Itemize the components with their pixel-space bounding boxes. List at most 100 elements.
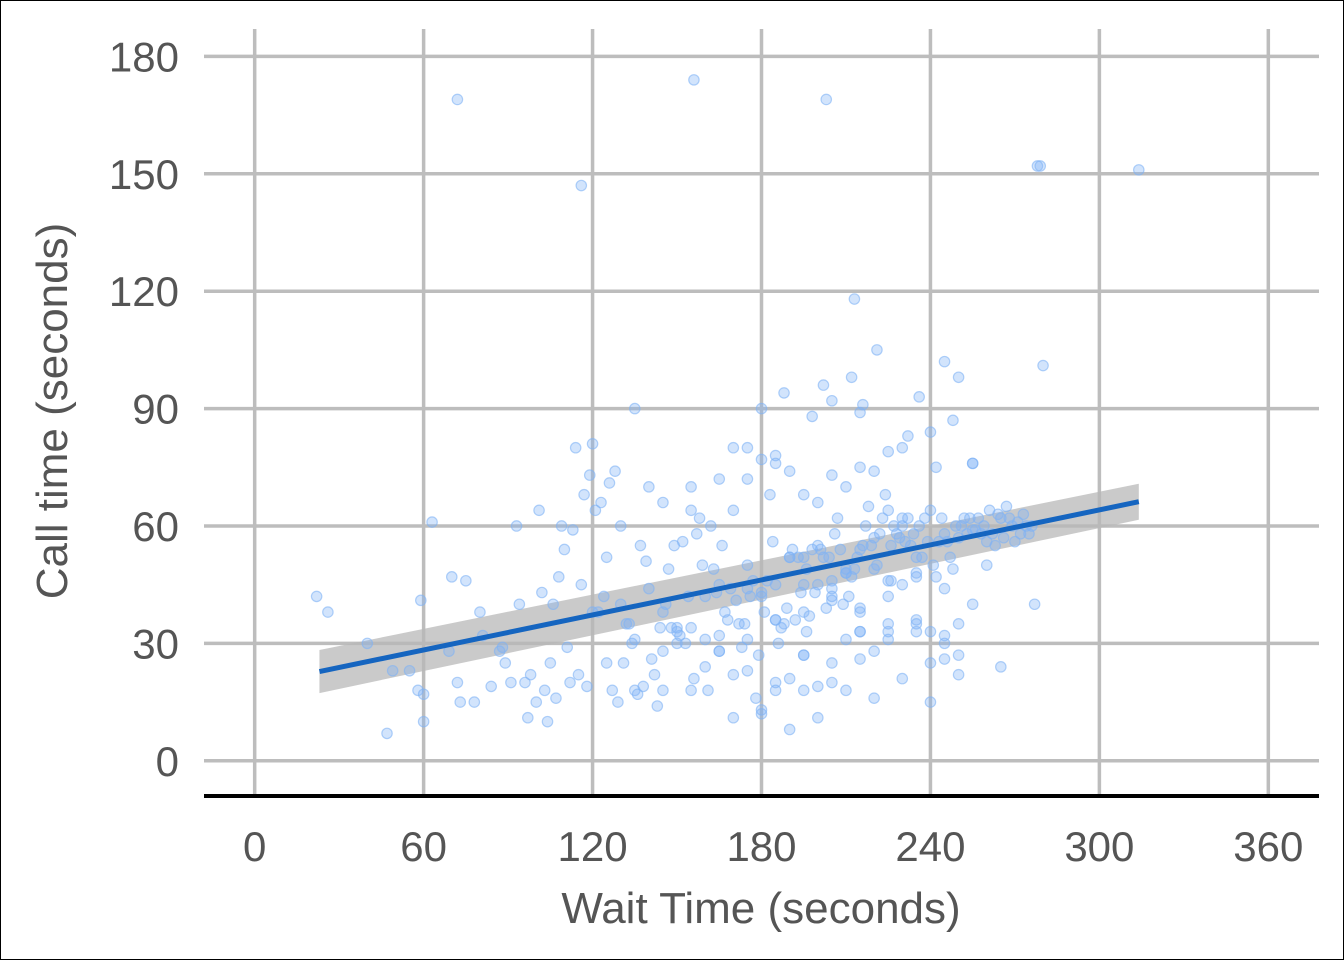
data-point — [924, 504, 937, 517]
data-point — [800, 625, 813, 638]
data-point — [842, 590, 855, 603]
data-point — [913, 520, 925, 532]
data-point — [685, 504, 697, 517]
data-point — [451, 93, 464, 106]
y-tick-label: 180 — [109, 33, 179, 80]
data-point — [882, 590, 895, 603]
data-point — [826, 394, 838, 407]
data-point — [854, 406, 866, 419]
data-point — [868, 465, 880, 477]
data-point — [606, 684, 619, 697]
data-point — [834, 543, 847, 556]
data-point — [859, 520, 872, 532]
data-point — [862, 500, 875, 513]
data-point — [964, 512, 976, 524]
data-point — [322, 606, 334, 618]
data-point — [741, 633, 754, 646]
data-point — [564, 676, 576, 689]
data-point — [797, 578, 810, 591]
data-point — [468, 696, 481, 708]
data-point — [783, 465, 796, 477]
data-point — [558, 543, 571, 556]
x-tick-labels: 0 60 120 180 240 300 360 — [243, 823, 1303, 870]
data-point — [750, 692, 762, 704]
data-point — [848, 293, 861, 305]
data-point — [755, 704, 768, 716]
data-point — [586, 438, 599, 450]
data-point — [817, 379, 830, 391]
data-point — [947, 414, 959, 427]
data-point — [538, 684, 551, 697]
data-point — [623, 618, 635, 630]
y-axis-title: Call time (seconds) — [28, 223, 77, 600]
x-tick-label: 120 — [558, 823, 628, 870]
data-point — [812, 496, 824, 509]
x-tick-label: 240 — [895, 823, 965, 870]
data-point — [952, 618, 965, 630]
data-point — [727, 504, 740, 517]
data-point — [868, 692, 880, 704]
fit-line — [318, 499, 1140, 675]
data-point — [882, 625, 895, 638]
data-point — [688, 672, 700, 685]
data-point — [685, 481, 697, 493]
data-point — [797, 606, 810, 618]
data-point — [797, 488, 810, 501]
data-point — [769, 614, 782, 626]
data-point — [583, 469, 596, 481]
data-point — [910, 625, 923, 638]
data-point — [547, 598, 559, 611]
data-point — [910, 571, 923, 583]
data-point — [657, 645, 669, 658]
data-point — [474, 606, 486, 618]
data-point — [927, 559, 940, 571]
data-point — [643, 481, 655, 493]
data-point — [885, 539, 897, 552]
y-tick-label: 60 — [132, 503, 179, 550]
data-point — [882, 574, 895, 587]
data-point — [868, 531, 880, 544]
data-point — [1028, 598, 1041, 611]
data-point — [721, 614, 734, 626]
data-point — [947, 563, 959, 575]
data-point — [826, 590, 838, 603]
data-point — [631, 688, 644, 701]
data-point — [519, 676, 531, 689]
data-point — [662, 563, 675, 575]
data-point — [727, 441, 740, 454]
data-point — [831, 512, 844, 524]
data-point — [600, 551, 613, 564]
data-point — [386, 664, 399, 677]
data-point — [812, 680, 824, 693]
data-point — [871, 344, 883, 356]
data-point — [910, 614, 923, 626]
data-point — [451, 676, 464, 689]
data-point — [617, 657, 630, 669]
y-tick-label: 150 — [109, 151, 179, 198]
data-point — [924, 696, 937, 708]
data-point — [536, 586, 548, 599]
data-point — [910, 567, 923, 579]
data-point — [612, 696, 624, 708]
data-point — [567, 524, 579, 536]
data-point — [812, 711, 824, 724]
data-point — [688, 74, 700, 86]
data-point — [1031, 160, 1044, 172]
y-tick-label: 120 — [109, 268, 179, 315]
data-point — [426, 516, 438, 528]
data-point — [845, 371, 858, 384]
data-point — [797, 649, 810, 661]
data-point — [778, 387, 790, 399]
data-point — [544, 657, 557, 669]
data-point — [868, 645, 880, 658]
y-tick-labels: 0 30 60 90 120 150 180 — [109, 33, 179, 784]
x-tick-label: 60 — [400, 823, 447, 870]
data-point — [826, 676, 838, 689]
data-point — [693, 512, 706, 524]
data-point — [769, 457, 782, 470]
data-point — [820, 602, 833, 614]
data-point — [533, 504, 545, 517]
y-tick-label: 30 — [132, 620, 179, 667]
data-point — [769, 578, 782, 591]
